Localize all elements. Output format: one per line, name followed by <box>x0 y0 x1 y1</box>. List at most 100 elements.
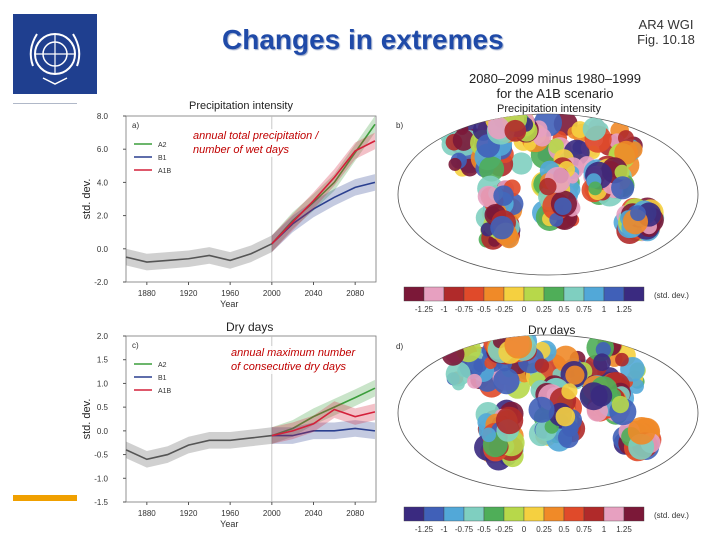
land-field <box>439 114 665 250</box>
series-line-historical <box>125 243 273 263</box>
land-cell <box>478 156 505 182</box>
colorbar-swatch <box>563 506 585 522</box>
x-tick-label: 1920 <box>180 509 198 518</box>
land-cell <box>528 396 555 423</box>
series-line-a1b <box>271 140 376 245</box>
legend-label-a2: A2 <box>158 142 167 149</box>
land-cell <box>473 358 488 373</box>
land-cell <box>565 365 585 385</box>
colorbar-tick-label: 0 <box>522 305 527 314</box>
colorbar-swatch <box>603 286 625 302</box>
y-tick-label: 1.5 <box>97 356 109 365</box>
colorbar-tick-label: -0.75 <box>455 525 474 534</box>
colorbar-swatch <box>463 506 485 522</box>
divider-line <box>13 103 77 104</box>
y-tick-label: 2.0 <box>97 332 109 341</box>
y-tick-label: 6.0 <box>97 145 109 154</box>
land-cell <box>611 395 630 414</box>
band-historical <box>126 427 272 468</box>
land-cell <box>627 416 656 445</box>
land-cell <box>467 373 482 389</box>
x-tick-label: 1880 <box>138 289 156 298</box>
y-axis-label: std. dev. <box>81 179 93 220</box>
land-cell <box>452 129 475 151</box>
x-tick-label: 2080 <box>346 509 364 518</box>
land-cell <box>490 215 514 240</box>
land-cell <box>579 382 608 411</box>
colorbar-tick-label: -0.5 <box>477 525 491 534</box>
colorbar-swatch <box>443 286 465 302</box>
colorbar-swatch <box>603 506 625 522</box>
colorbar-tick-label: -0.25 <box>495 525 514 534</box>
colorbar-tick-label: -1 <box>440 305 448 314</box>
colorbar-tick-label: -1 <box>440 525 448 534</box>
colorbar-tick-label: 0.25 <box>536 525 552 534</box>
land-cell <box>448 157 462 171</box>
period-line-1: 2080–2099 minus 1980–1999 <box>468 71 642 86</box>
colorbar-tick-label: 0.75 <box>576 305 592 314</box>
colorbar-swatch <box>623 506 645 522</box>
land-cell <box>549 212 564 227</box>
land-cell <box>534 358 550 373</box>
colorbar-swatch <box>583 506 605 522</box>
land-cell <box>555 406 576 427</box>
colorbar-swatch <box>503 506 525 522</box>
dry-days-map: d) -1.25 -1 -0.75 -0.5 -0.25 0 0.25 0.5 0.75 1 1.25… <box>396 334 699 534</box>
colorbar-swatch <box>543 506 565 522</box>
series-line-b1 <box>271 181 376 245</box>
colorbar-tick-label: -1.25 <box>415 525 434 534</box>
x-tick-label: 2040 <box>305 509 323 518</box>
colorbar-swatch <box>583 286 605 302</box>
land-cell <box>615 352 629 367</box>
colorbar-swatch <box>463 286 485 302</box>
legend-label-a1b: A1B <box>158 168 172 175</box>
annotation-panel-a: annual total precipitation / number of w… <box>193 129 333 157</box>
legend-label-a2: A2 <box>158 362 167 369</box>
colorbar-tick-label: 1.25 <box>616 525 632 534</box>
land-cell <box>611 176 635 200</box>
y-tick-label: 0.0 <box>97 427 109 436</box>
legend-label-b1: B1 <box>158 155 167 162</box>
x-tick-label: 1920 <box>180 289 198 298</box>
panel-letter: a) <box>132 121 139 130</box>
colorbar-swatch <box>543 286 565 302</box>
band-historical <box>126 235 272 271</box>
y-axis-label: std. dev. <box>81 399 93 440</box>
land-cell <box>504 335 533 359</box>
series-line-a2 <box>271 123 376 245</box>
figure-reference: AR4 WGI Fig. 10.18 <box>622 17 710 47</box>
y-tick-label: 1.0 <box>97 379 109 388</box>
accent-bar <box>13 495 77 501</box>
x-axis-label: Year <box>220 519 238 529</box>
y-tick-label: 0.0 <box>97 245 109 254</box>
x-tick-label: 2040 <box>305 289 323 298</box>
series-line-a1b <box>271 408 376 437</box>
land-cell <box>441 342 465 366</box>
land-cell <box>539 177 557 196</box>
land-cell <box>630 205 646 222</box>
colorbar-tick-label: 0.5 <box>558 305 570 314</box>
band-a1b <box>271 401 375 444</box>
colorbar-swatch <box>523 506 545 522</box>
colorbar-swatch <box>523 286 545 302</box>
colorbar-tick-label: 0 <box>522 525 527 534</box>
land-cell <box>495 406 524 435</box>
colorbar-swatch <box>423 506 445 522</box>
colorbar-swatch <box>563 286 585 302</box>
scenario-period: 2080–2099 minus 1980–1999 for the A1B sc… <box>440 71 670 101</box>
x-tick-label: 1880 <box>138 509 156 518</box>
land-cell <box>614 164 630 180</box>
y-tick-label: -0.5 <box>94 451 108 460</box>
y-tick-label: -1.0 <box>94 474 108 483</box>
x-tick-label: 2080 <box>346 289 364 298</box>
land-cell <box>593 353 611 372</box>
band-a1b <box>271 132 375 253</box>
un-emblem-icon <box>29 33 81 85</box>
y-tick-label: -2.0 <box>94 278 108 287</box>
colorbar-tick-label: 0.75 <box>576 525 592 534</box>
annotation-panel-c: annual maximum number of consecutive dry… <box>231 346 357 374</box>
legend-label-a1b: A1B <box>158 388 172 395</box>
y-tick-label: -1.5 <box>94 498 108 507</box>
colorbar-swatch <box>483 286 505 302</box>
land-cell <box>588 181 603 196</box>
